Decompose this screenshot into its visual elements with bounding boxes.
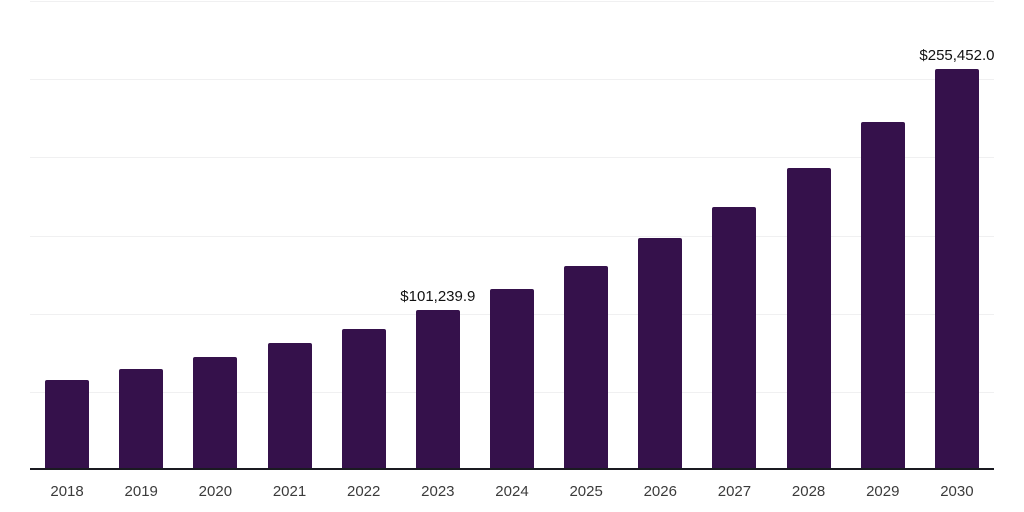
gridline-300000 <box>30 1 994 2</box>
bar-value-label-2023: $101,239.9 <box>400 287 476 305</box>
x-tick-label-2019: 2019 <box>124 483 158 500</box>
bar-2026 <box>638 238 683 468</box>
x-tick-label-2025: 2025 <box>569 483 603 500</box>
x-tick-label-2018: 2018 <box>50 483 84 500</box>
x-tick-label-2022: 2022 <box>346 483 381 500</box>
x-tick-label-2027: 2027 <box>717 483 752 500</box>
bar-2020 <box>193 357 238 468</box>
x-tick-label-2023: 2023 <box>421 483 455 500</box>
bar-2023 <box>415 309 460 468</box>
gridline-250000 <box>30 79 994 81</box>
bar-2021 <box>267 343 312 468</box>
bar-2022 <box>341 328 386 468</box>
bar-value-label-2030: $255,452.0 <box>919 46 995 64</box>
x-axis: 2018 2019 2020 2021 2022 2023 2024 2025 2026 2027… <box>30 483 994 503</box>
bar-2018 <box>45 380 90 468</box>
plot-area: $101,239.9 $255,452.0 <box>30 1 994 470</box>
gridline-150000 <box>30 235 994 237</box>
x-tick-label-2030: 2030 <box>940 483 974 500</box>
bar-2028 <box>786 168 831 468</box>
bar-2024 <box>490 289 534 468</box>
x-tick-label-2020: 2020 <box>198 483 233 500</box>
bar-2025 <box>564 266 609 468</box>
bar-2030 <box>934 68 979 468</box>
bar-2029 <box>860 121 905 468</box>
bar-2019 <box>119 369 164 468</box>
x-tick-label-2028: 2028 <box>791 483 826 500</box>
x-tick-label-2026: 2026 <box>643 483 677 500</box>
x-tick-label-2024: 2024 <box>495 483 529 500</box>
bar-2027 <box>712 206 757 468</box>
gridline-200000 <box>30 157 994 159</box>
x-tick-label-2021: 2021 <box>272 483 307 500</box>
x-tick-label-2029: 2029 <box>866 483 900 500</box>
